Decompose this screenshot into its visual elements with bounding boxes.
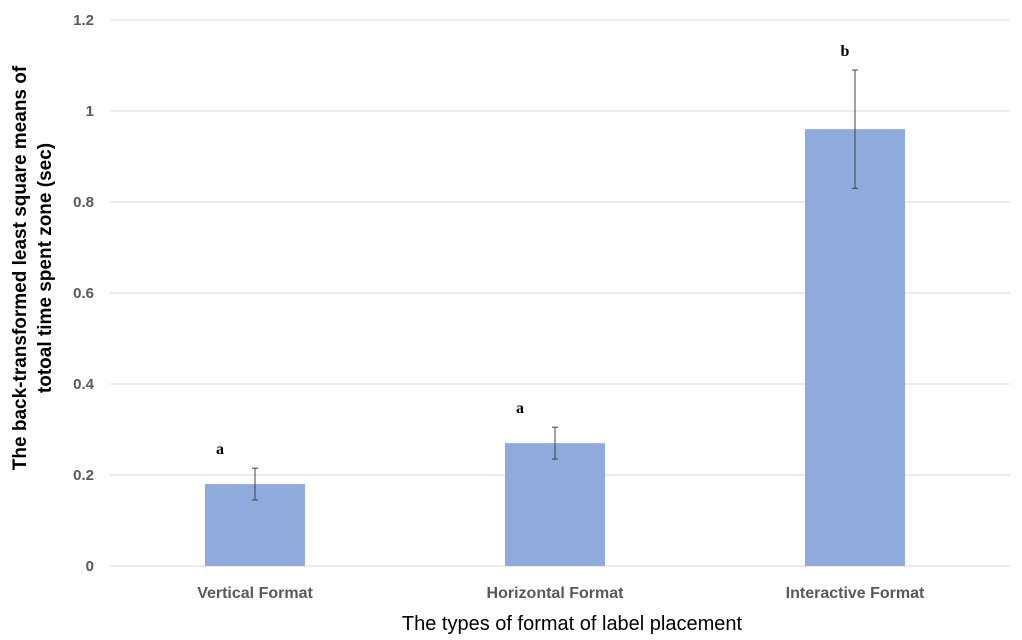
y-axis-title: The back-transformed least square means … [10,65,56,470]
significance-letter: b [841,43,850,60]
x-tick-label: Interactive Format [786,585,925,602]
x-tick-label: Horizontal Format [487,585,625,602]
y-tick-label: 1.2 [73,12,94,29]
y-tick-label: 0 [86,558,94,575]
significance-letter: a [216,441,224,458]
x-tick-label: Vertical Format [197,585,313,602]
y-axis-title-line-1: The back-transformed least square means … [10,65,31,470]
gridlines [110,19,1010,567]
x-axis-title: The types of format of label placement [402,613,743,635]
y-tick-label: 0.6 [73,285,94,302]
bars [205,129,905,566]
error-bars [252,69,858,501]
y-tick-label: 0.2 [73,467,94,484]
y-axis-title-line-2: totoal time spent zone (sec) [35,143,56,393]
y-tick-label: 1 [86,103,94,120]
y-tick-label: 0.4 [73,376,95,393]
bar [805,129,905,566]
significance-letter: a [516,400,524,417]
y-tick-label: 0.8 [73,194,94,211]
bar [505,443,605,566]
labels: 0 0.2 0.4 0.6 0.8 1 1.2 a Vertical Format a Horizo… [73,12,925,602]
